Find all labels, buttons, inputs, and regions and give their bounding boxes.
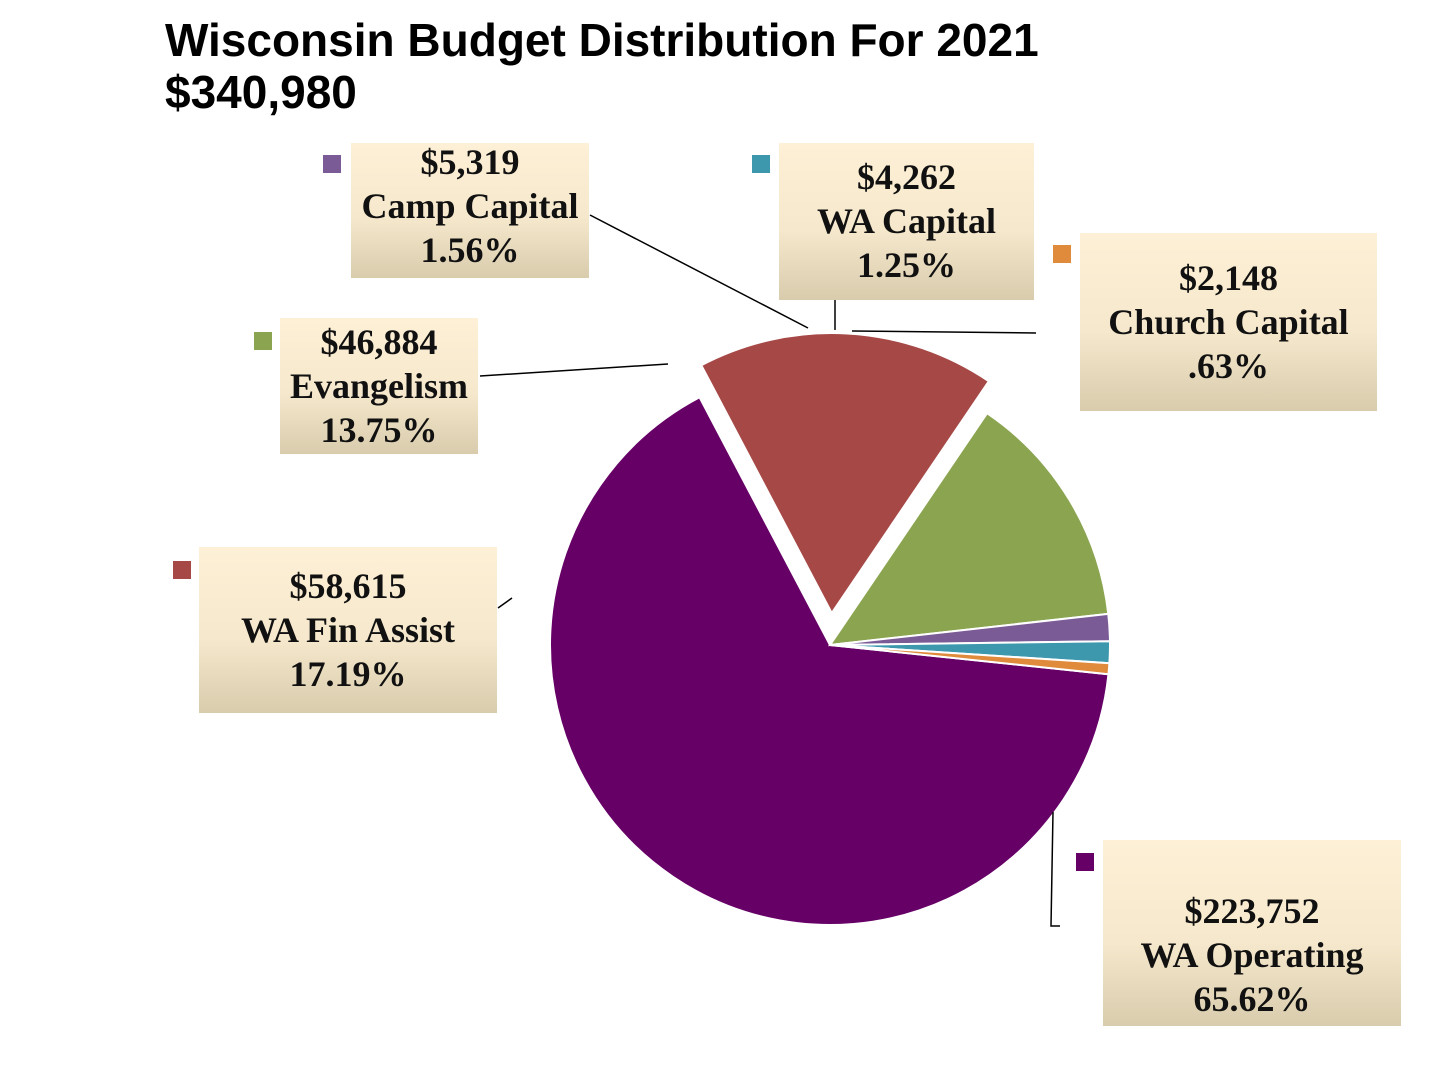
data-label-name-wa-fin-assist: WA Fin Assist: [241, 610, 455, 650]
chart-title: Wisconsin Budget Distribution For 2021: [165, 14, 1039, 66]
leader-line-wa-fin-assist: [497, 597, 513, 609]
chart-title-block: Wisconsin Budget Distribution For 2021 $…: [165, 14, 1039, 118]
legend-swatch-wa-capital: [752, 155, 770, 173]
data-label-box-wa-fin-assist: [199, 547, 497, 713]
data-label-amount-wa-operating: $223,752: [1185, 891, 1320, 931]
data-label-amount-wa-capital: $4,262: [857, 157, 956, 197]
data-label-name-wa-capital: WA Capital: [817, 201, 996, 241]
data-label-percent-church-capital: .63%: [1188, 346, 1269, 386]
pie-slice-church-capital: [829, 644, 1111, 676]
data-label-box-church-capital: [1080, 233, 1377, 411]
data-label-percent-evangelism: 13.75%: [321, 410, 438, 450]
data-label-amount-camp-capital: $5,319: [421, 142, 520, 182]
data-label-name-evangelism: Evangelism: [290, 366, 468, 406]
leader-line-evangelism: [479, 363, 669, 377]
leader-line-camp-capital: [589, 214, 809, 329]
data-label-name-camp-capital: Camp Capital: [361, 186, 578, 226]
pie-slice-evangelism: [827, 411, 1110, 647]
data-label-percent-camp-capital: 1.56%: [421, 230, 520, 270]
leader-line-wa-operating: [1050, 811, 1060, 927]
data-label-name-wa-operating: WA Operating: [1140, 935, 1363, 975]
data-label-amount-wa-fin-assist: $58,615: [290, 566, 407, 606]
legend-swatch-church-capital: [1053, 245, 1071, 263]
data-label-amount-church-capital: $2,148: [1179, 258, 1278, 298]
data-label-percent-wa-fin-assist: 17.19%: [290, 654, 407, 694]
data-label-percent-wa-capital: 1.25%: [857, 245, 956, 285]
data-label-box-camp-capital: [351, 143, 589, 278]
chart-subtitle: $340,980: [165, 66, 357, 118]
data-label-name-church-capital: Church Capital: [1108, 302, 1348, 342]
legend-swatch-wa-operating: [1076, 853, 1094, 871]
pie-slice-wa-operating: [549, 395, 1110, 926]
legend-swatch-wa-fin-assist: [173, 561, 191, 579]
pie-slice-wa-fin-assist: [699, 332, 991, 615]
data-label-amount-evangelism: $46,884: [321, 322, 438, 362]
data-label-box-wa-operating: [1103, 840, 1401, 1026]
legend-swatch-evangelism: [254, 332, 272, 350]
data-label-box-wa-capital: [779, 143, 1034, 300]
legend-swatch-camp-capital: [323, 155, 341, 173]
data-label-box-evangelism: [280, 318, 478, 454]
leader-line-church-capital: [851, 330, 1037, 334]
data-label-percent-wa-operating: 65.62%: [1194, 979, 1311, 1019]
